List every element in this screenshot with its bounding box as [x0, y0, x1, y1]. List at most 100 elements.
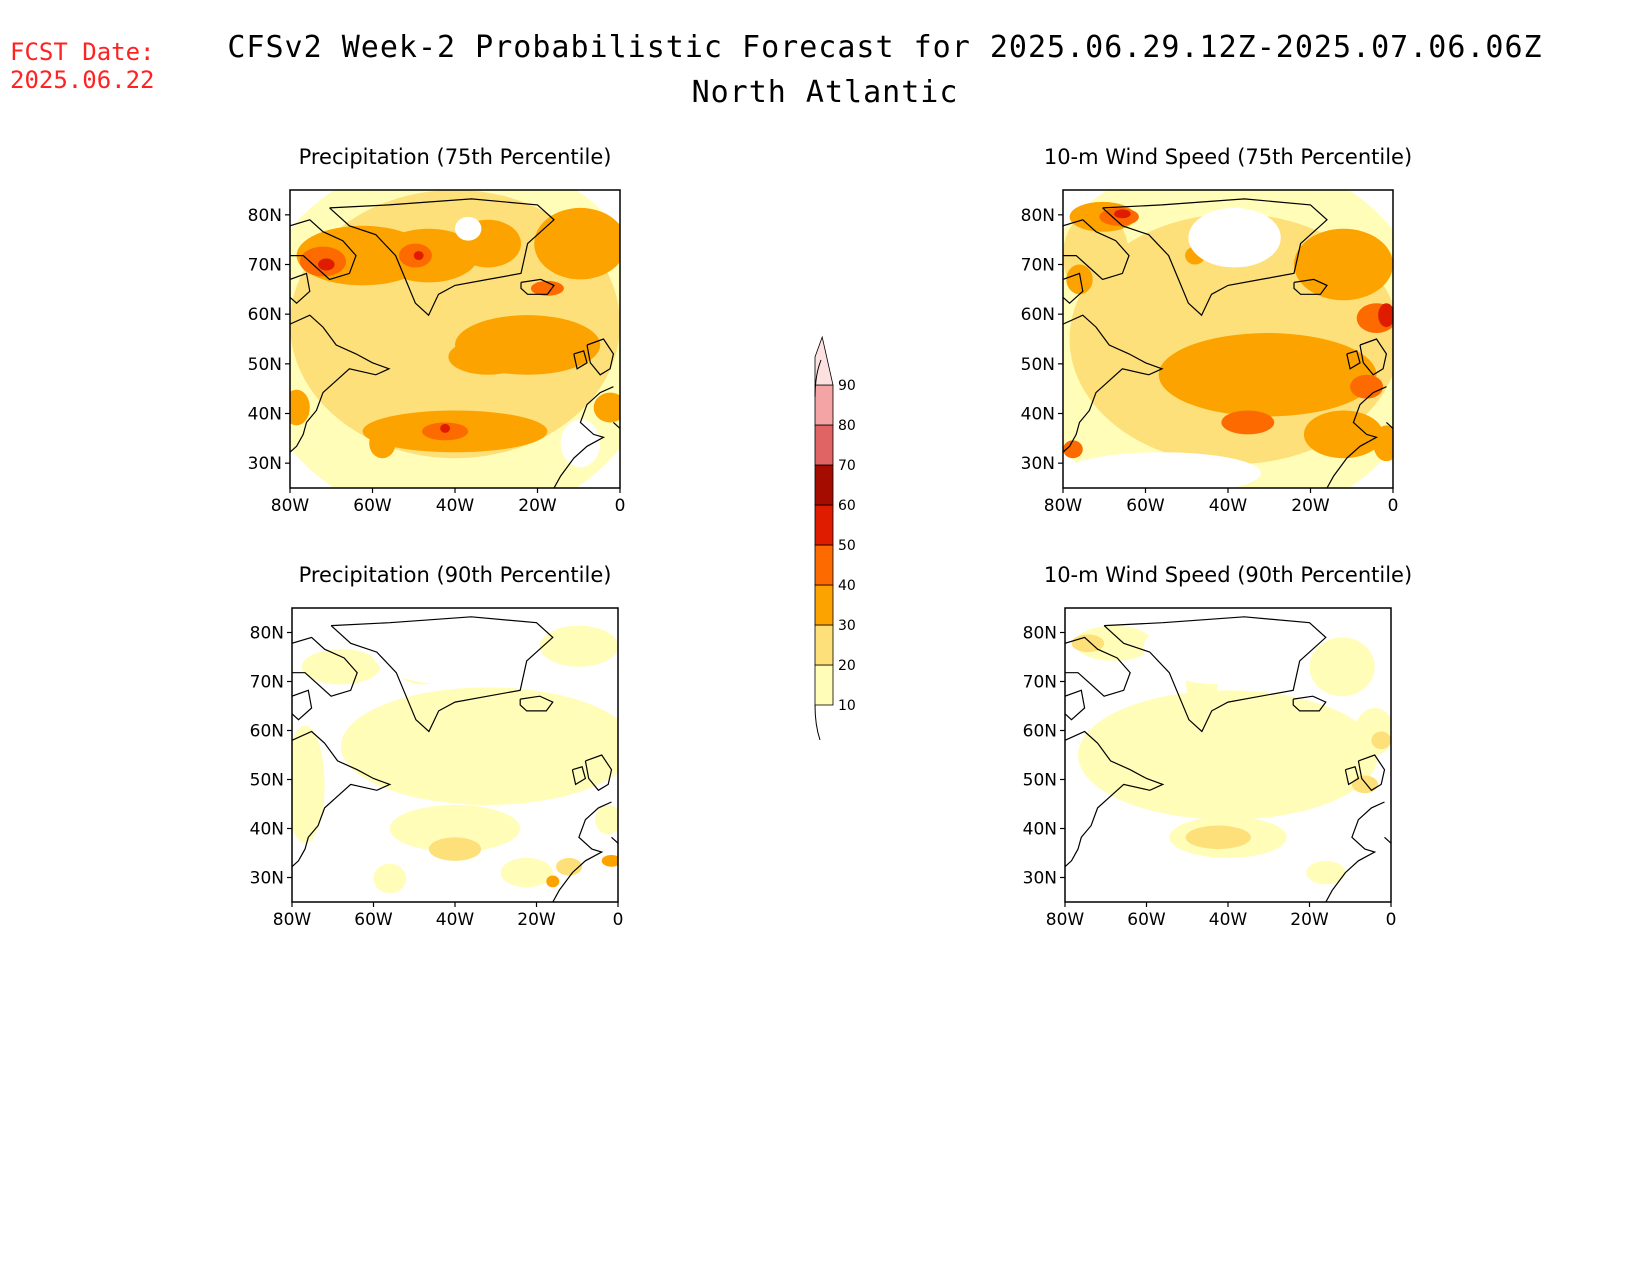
lat-tick-label: 80N — [1023, 624, 1057, 644]
probability-region — [1063, 440, 1083, 459]
lat-tick-label: 40N — [1021, 405, 1055, 425]
probability-region — [1306, 860, 1346, 885]
probability-region — [389, 804, 521, 853]
probability-region — [373, 863, 407, 894]
probability-region — [595, 804, 618, 835]
lat-tick-label: 70N — [1021, 256, 1055, 276]
lat-tick-label: 30N — [1023, 869, 1057, 889]
lat-tick-label: 40N — [1023, 820, 1057, 840]
colorbar-swatch — [814, 584, 834, 626]
coastlines — [292, 616, 618, 902]
colorbar-swatch — [814, 335, 834, 386]
probability-region — [1351, 775, 1378, 794]
colorbar-label: 70 — [838, 458, 856, 474]
lat-tick-label: 80N — [248, 206, 282, 226]
colorbar-swatch — [814, 504, 834, 546]
lat-tick-label: 60N — [1023, 722, 1057, 742]
lat-tick-label: 70N — [248, 256, 282, 276]
probability-region — [556, 857, 583, 876]
map-panel-precip75: Precipitation (75th Percentile) 80N 70N 60N… — [248, 145, 626, 516]
lon-tick-label: 60W — [354, 910, 393, 930]
lon-tick-label: 0 — [613, 910, 624, 930]
probability-region — [539, 625, 618, 667]
map-panel-wind75: 10-m Wind Speed (75th Percentile) 80N 70N 6… — [1021, 145, 1413, 516]
panel-title: Precipitation (75th Percentile) — [299, 145, 612, 169]
probability-fill — [292, 608, 618, 902]
lon-tick-label: 0 — [1386, 910, 1397, 930]
lon-tick-label: 60W — [1126, 496, 1165, 516]
coastlines — [1065, 616, 1391, 902]
colorbar-swatch — [814, 624, 834, 666]
probability-region — [1309, 637, 1375, 697]
probability-region — [1078, 690, 1378, 820]
probability-region — [593, 392, 620, 423]
lat-tick-label: 30N — [1021, 454, 1055, 474]
lat-tick-label: 30N — [250, 869, 284, 889]
probability-region — [601, 854, 618, 867]
lat-tick-label: 30N — [248, 454, 282, 474]
probability-region — [318, 258, 335, 271]
lon-tick-label: 80W — [1044, 496, 1083, 516]
probability-region — [440, 423, 451, 433]
colorbar-label: 90 — [838, 378, 856, 394]
fcst-date: 2025.06.22 — [10, 66, 155, 94]
probability-fill — [1063, 190, 1393, 488]
lat-tick-label: 60N — [1021, 305, 1055, 325]
probability-region — [1350, 374, 1384, 399]
colorbar-label: 40 — [838, 578, 856, 594]
probability-region — [1221, 410, 1275, 435]
colorbar-swatch — [814, 384, 834, 426]
probability-region — [290, 389, 310, 426]
lon-tick-label: 60W — [353, 496, 392, 516]
lat-tick-label: 40N — [248, 405, 282, 425]
lon-tick-label: 20W — [518, 496, 557, 516]
coastlines — [290, 198, 620, 488]
probability-region — [500, 857, 553, 888]
probability-region — [1355, 707, 1391, 755]
lon-tick-label: 0 — [615, 496, 626, 516]
colorbar-swatch — [814, 664, 834, 706]
probability-region — [1371, 731, 1391, 750]
lat-tick-label: 50N — [250, 771, 284, 791]
lon-tick-label: 80W — [273, 910, 312, 930]
lon-tick-label: 0 — [1388, 496, 1399, 516]
lon-tick-label: 40W — [1209, 910, 1248, 930]
map-panel-wind90: 10-m Wind Speed (90th Percentile) 80N 70N 6… — [1023, 563, 1413, 930]
lat-tick-label: 70N — [1023, 673, 1057, 693]
probability-region — [530, 280, 564, 296]
lat-tick-label: 60N — [248, 305, 282, 325]
panel-title: Precipitation (90th Percentile) — [299, 563, 612, 587]
lat-tick-label: 50N — [1023, 771, 1057, 791]
lon-tick-label: 40W — [436, 496, 475, 516]
probability-region — [1185, 825, 1251, 850]
lat-tick-label: 80N — [250, 624, 284, 644]
probability-region — [413, 251, 424, 261]
colorbar-label: 20 — [838, 658, 856, 674]
colorbar-swatch — [814, 544, 834, 586]
colorbar-label: 30 — [838, 618, 856, 634]
forecast-date-label: FCST Date: 2025.06.22 — [10, 38, 155, 94]
lat-tick-label: 50N — [248, 355, 282, 375]
lon-tick-label: 40W — [436, 910, 475, 930]
lat-tick-label: 40N — [250, 820, 284, 840]
coastlines — [1063, 198, 1393, 488]
probability-region — [448, 339, 528, 375]
probability-region — [534, 207, 620, 280]
probability-region — [1303, 410, 1384, 459]
page-title: CFSv2 Week-2 Probabilistic Forecast for … — [227, 30, 1543, 65]
panel-title: 10-m Wind Speed (90th Percentile) — [1044, 563, 1412, 587]
map-panel-precip90: Precipitation (90th Percentile) 80N 70N 60N… — [250, 563, 624, 930]
probability-region — [428, 837, 482, 861]
probability-fill — [290, 190, 620, 488]
probability-region — [1074, 625, 1154, 661]
lat-tick-label: 60N — [250, 722, 284, 742]
probability-region — [1114, 209, 1131, 219]
colorbar-swatch — [814, 464, 834, 506]
probability-region — [1158, 333, 1377, 417]
colorbar-label: 10 — [838, 698, 856, 714]
colorbar-label: 80 — [838, 418, 856, 434]
probability-fill — [1065, 608, 1391, 902]
lon-tick-label: 40W — [1209, 496, 1248, 516]
lon-tick-label: 60W — [1127, 910, 1166, 930]
colorbar: 10 20 30 40 50 60 70 80 90 — [814, 335, 856, 741]
